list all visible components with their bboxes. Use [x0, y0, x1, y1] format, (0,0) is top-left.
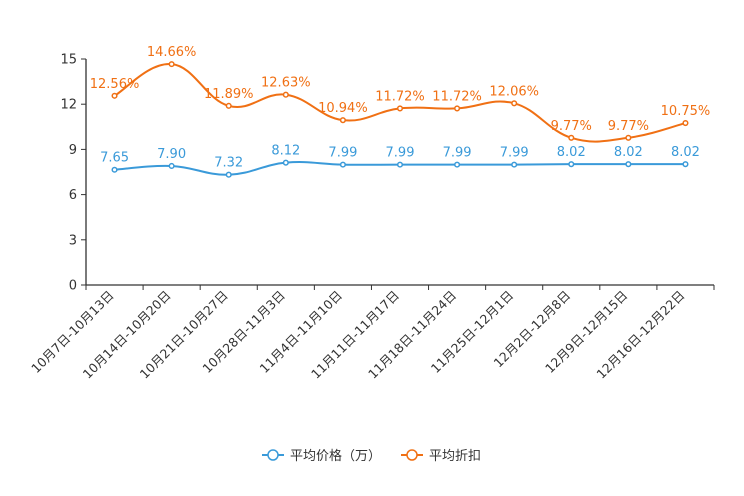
data-label: 11.89% [204, 87, 254, 102]
data-label: 12.06% [489, 84, 539, 99]
data-point [454, 105, 461, 112]
data-label: 9.77% [551, 119, 592, 134]
data-label: 12.63% [261, 76, 311, 91]
data-label: 8.12 [271, 144, 300, 159]
data-point [568, 161, 575, 168]
data-point [396, 161, 404, 168]
data-point [225, 171, 232, 178]
legend-marker [267, 449, 279, 461]
data-label: 7.65 [100, 151, 129, 166]
data-point [225, 102, 232, 109]
y-tick-label: 9 [69, 143, 77, 158]
data-label: 7.99 [386, 146, 415, 161]
data-point [111, 92, 118, 99]
y-tick-label: 0 [69, 279, 77, 294]
data-point [168, 162, 175, 170]
data-label: 11.72% [432, 89, 482, 104]
data-label: 8.02 [614, 145, 643, 160]
data-point [282, 91, 289, 98]
data-point [111, 166, 118, 173]
data-point [282, 159, 289, 166]
y-tick-label: 6 [69, 188, 77, 203]
data-label: 12.56% [90, 77, 140, 92]
data-label: 10.75% [661, 104, 711, 119]
data-label: 7.99 [500, 146, 529, 161]
data-label: 7.32 [214, 156, 243, 171]
series-line-discount [114, 63, 686, 143]
data-point [454, 161, 461, 168]
data-point [625, 134, 632, 141]
y-tick-label: 3 [69, 233, 77, 248]
data-point [682, 119, 689, 127]
data-point [339, 161, 346, 168]
data-point [168, 61, 175, 68]
data-label: 10.94% [318, 101, 368, 116]
data-point [511, 100, 518, 107]
legend-entry: 平均折扣 [429, 449, 481, 464]
data-label: 8.02 [671, 145, 700, 160]
data-label: 7.99 [443, 146, 472, 161]
data-point [339, 117, 346, 124]
data-label: 8.02 [557, 145, 586, 160]
data-point [625, 161, 632, 168]
data-point [396, 105, 404, 112]
data-label: 14.66% [147, 45, 197, 60]
data-point [511, 161, 518, 168]
data-label: 11.72% [375, 89, 425, 104]
data-label: 9.77% [608, 119, 649, 134]
data-point [568, 134, 575, 141]
legend-marker [406, 449, 418, 461]
legend-entry: 平均价格（万） [290, 448, 381, 464]
data-label: 7.90 [157, 147, 186, 162]
data-label: 7.99 [328, 146, 357, 161]
y-tick-label: 12 [60, 98, 77, 113]
y-tick-label: 15 [60, 53, 77, 68]
data-point [682, 161, 689, 168]
